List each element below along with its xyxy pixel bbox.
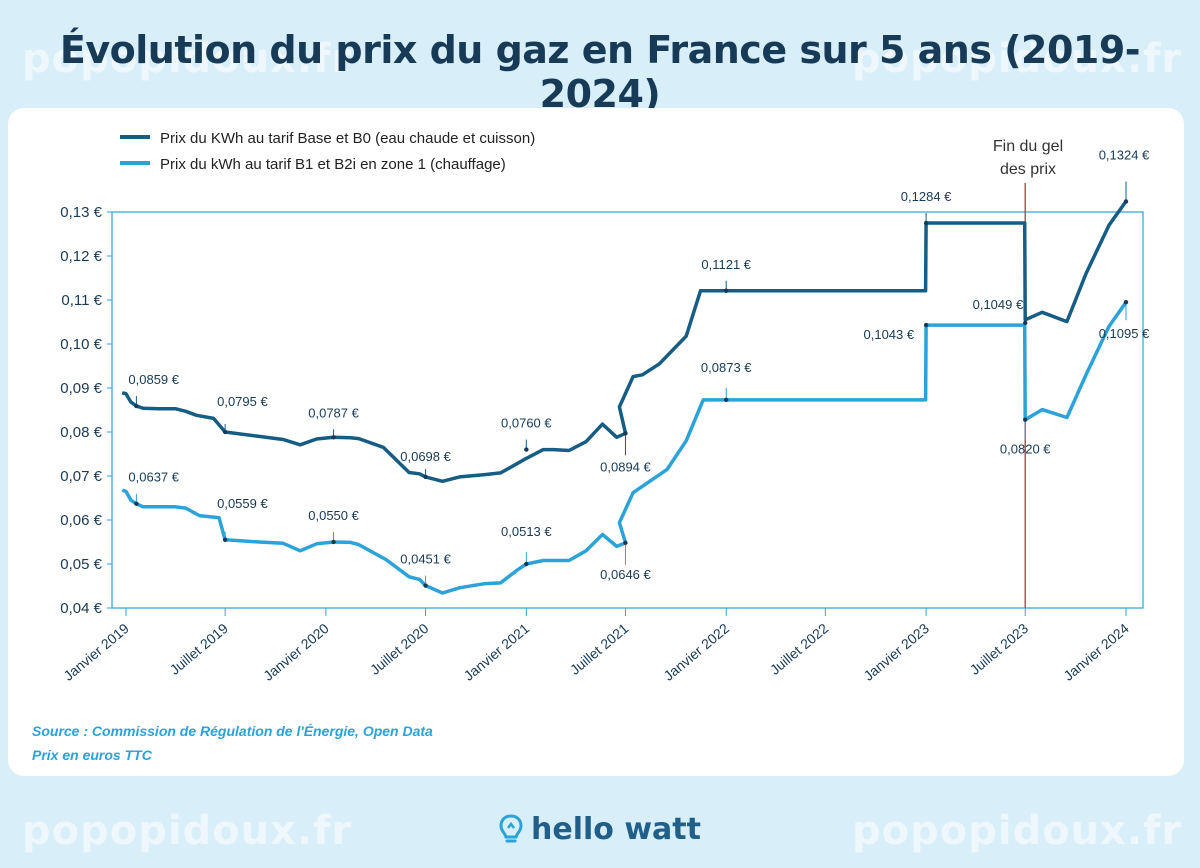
x-tick-label: Juillet 2020 xyxy=(367,620,432,678)
freeze-label-line1: Fin du gel xyxy=(993,138,1063,155)
y-tick-label: 0,11 € xyxy=(61,292,102,309)
x-tick-label: Janvier 2021 xyxy=(461,620,533,684)
series-line-base xyxy=(121,200,1128,484)
chart-card xyxy=(8,108,1184,776)
x-tick-label: Juillet 2019 xyxy=(167,620,232,678)
watermark: popopidoux.fr xyxy=(22,808,353,854)
annotation-label: 0,1284 € xyxy=(901,189,952,204)
annotation-layer: 0,0859 € 0,0795 € 0,0787 € 0,0698 € 0,0760 €… xyxy=(128,147,1150,588)
annotation-label: 0,0787 € xyxy=(308,405,359,420)
annotation-dot xyxy=(623,431,628,436)
annotation-label: 0,0550 € xyxy=(308,508,359,523)
annotation-dot xyxy=(1023,320,1028,326)
annotation-dot xyxy=(1123,300,1129,305)
brand-logo: hello watt xyxy=(0,812,1200,851)
annotation-dot xyxy=(923,220,929,226)
y-tick-label: 0,09 € xyxy=(60,380,102,397)
annotation-dot xyxy=(222,429,228,435)
watermark: popopidoux.fr xyxy=(22,36,353,82)
annotation-label: 0,0760 € xyxy=(501,416,552,431)
brand-name: hello watt xyxy=(531,812,701,847)
annotation-dot xyxy=(423,474,428,480)
annotation-label: 0,0559 € xyxy=(217,496,268,511)
annotation-label: 0,0820 € xyxy=(1000,442,1051,457)
annotation-dot xyxy=(331,435,336,440)
annotation-dot xyxy=(524,447,529,452)
annotation-label: 0,0698 € xyxy=(400,449,451,464)
annotation-dot xyxy=(623,540,628,546)
annotation-dot xyxy=(423,583,428,588)
annotation-label: 0,1049 € xyxy=(973,297,1024,312)
annotation-label: 0,1324 € xyxy=(1099,147,1150,162)
annotation-dot xyxy=(222,537,228,542)
annotation-dot xyxy=(724,397,729,403)
x-tick-label: Juillet 2021 xyxy=(567,620,632,678)
source-text: Source : Commission de Régulation de l'É… xyxy=(32,723,433,739)
series-layer xyxy=(121,200,1128,595)
x-tick-label: Janvier 2022 xyxy=(660,620,732,684)
annotation-dot xyxy=(524,561,529,567)
annotation-label: 0,0894 € xyxy=(600,459,651,474)
y-tick-label: 0,05 € xyxy=(60,556,102,573)
legend-label-base: Prix du KWh au tarif Base et B0 (eau cha… xyxy=(160,130,535,147)
annotation-dot xyxy=(1123,199,1129,204)
y-tick-label: 0,10 € xyxy=(60,336,102,353)
annotation-label: 0,1121 € xyxy=(701,257,751,272)
annotation-dot xyxy=(134,501,139,506)
legend-label-b1: Prix du kWh au tarif B1 et B2i en zone 1… xyxy=(160,156,506,173)
watermark: popopidoux.fr xyxy=(852,36,1183,82)
x-tick-label: Janvier 2019 xyxy=(60,620,132,684)
y-tick-label: 0,12 € xyxy=(60,248,102,265)
watermark: popopidoux.fr xyxy=(852,808,1183,854)
x-tick-label: Janvier 2020 xyxy=(260,620,332,684)
y-tick-label: 0,04 € xyxy=(60,600,102,617)
annotation-dot xyxy=(134,403,139,409)
y-axis: 0,04 € 0,05 € 0,06 € 0,07 € 0,08 € 0,09 € 0,10… xyxy=(60,204,112,617)
y-tick-label: 0,06 € xyxy=(60,512,102,529)
annotation-label: 0,0637 € xyxy=(128,470,179,485)
x-tick-label: Juillet 2022 xyxy=(767,620,832,678)
x-axis: Janvier 2019 Juillet 2019 Janvier 2020 Juil… xyxy=(60,608,1132,684)
page-title: Évolution du prix du gaz en France sur 5… xyxy=(59,28,1141,116)
y-tick-label: 0,07 € xyxy=(60,468,102,485)
annotation-dot xyxy=(1023,417,1028,422)
annotation-label: 0,1043 € xyxy=(864,327,915,342)
annotation-label: 0,0646 € xyxy=(600,567,651,582)
x-tick-label: Janvier 2023 xyxy=(860,620,932,684)
unit-note: Prix en euros TTC xyxy=(32,747,153,763)
freeze-label-line2: des prix xyxy=(1000,161,1056,178)
annotation-dot xyxy=(923,322,929,328)
annotation-dot xyxy=(724,288,729,293)
plot-frame xyxy=(111,211,1144,609)
lightbulb-icon xyxy=(499,813,523,842)
annotation-label: 0,0873 € xyxy=(701,360,752,375)
y-tick-label: 0,13 € xyxy=(60,204,102,221)
y-tick-label: 0,08 € xyxy=(60,424,102,441)
annotation-label: 0,0859 € xyxy=(128,372,179,387)
legend: Prix du KWh au tarif Base et B0 (eau cha… xyxy=(120,130,535,173)
annotation-label: 0,0451 € xyxy=(400,552,451,567)
annotation-dot xyxy=(331,539,336,545)
annotation-label: 0,1095 € xyxy=(1099,326,1150,341)
x-tick-label: Juillet 2023 xyxy=(967,620,1032,678)
annotation-label: 0,0513 € xyxy=(501,524,552,539)
annotation-label: 0,0795 € xyxy=(217,394,268,409)
series-line-b1 xyxy=(121,301,1128,595)
x-tick-label: Janvier 2024 xyxy=(1060,620,1132,684)
